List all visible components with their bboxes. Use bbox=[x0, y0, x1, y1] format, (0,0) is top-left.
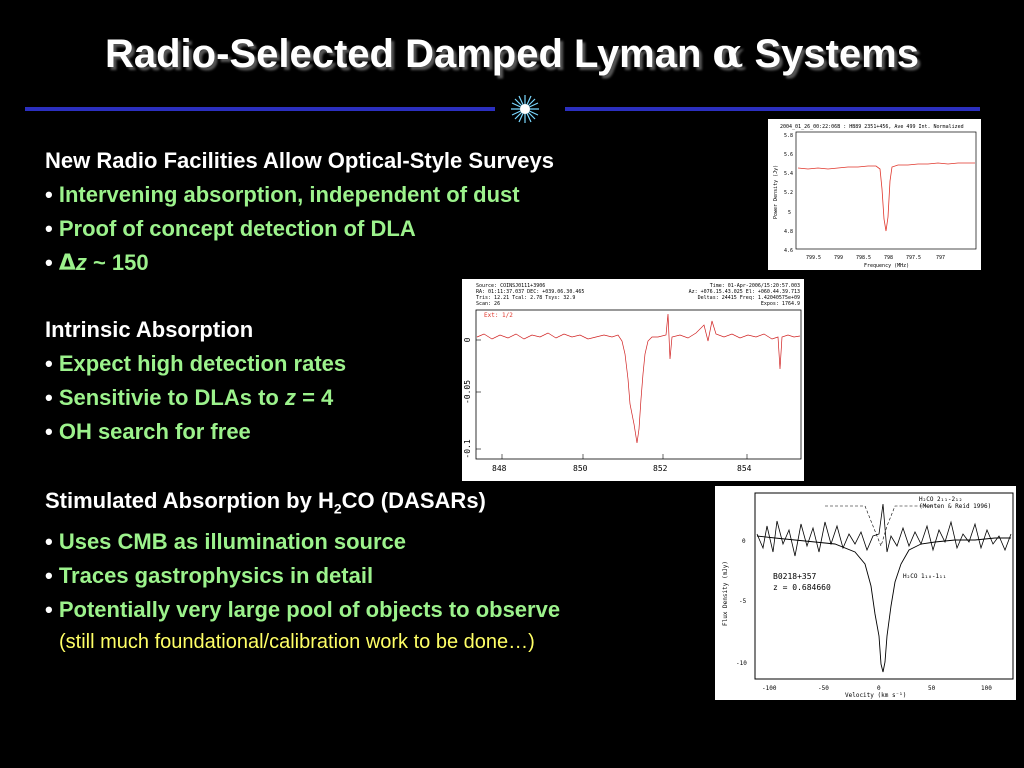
fig2-info-left: Source: COINSJ0111+3906 bbox=[476, 283, 545, 289]
section3-heading: Stimulated Absorption by H2CO (DASARs) bbox=[45, 488, 486, 517]
fig3-fit-dashed bbox=[825, 505, 935, 547]
slide-title: Radio-Selected Damped Lyman α Systems bbox=[0, 30, 1024, 77]
fig3-ytick: -10 bbox=[736, 660, 747, 667]
starburst-icon bbox=[511, 95, 539, 123]
fig2-info-left: RA: 01:11:37.037 DEC: +039.06.30.465 bbox=[476, 289, 584, 295]
fig2-xtick: 848 bbox=[492, 464, 507, 473]
fig2-ytick: -0.1 bbox=[463, 439, 472, 458]
fig3-ytick: -5 bbox=[739, 598, 747, 605]
fig2-xtick: 854 bbox=[737, 464, 752, 473]
fig3-xlabel: Velocity (km s⁻¹) bbox=[845, 692, 906, 699]
section2-item-1: • Expect high detection rates bbox=[45, 351, 347, 376]
fig1-ytick: 5.4 bbox=[784, 171, 793, 177]
fig3-legend1-ref: (Menten & Reid 1996) bbox=[919, 503, 991, 510]
fig3-plot-frame bbox=[754, 492, 1014, 680]
section3-item-3: • Potentially very large pool of objects… bbox=[45, 597, 561, 623]
fig3-legend1: H₂CO 2₁₁-2₁₂ bbox=[919, 496, 962, 503]
fig2-xtick: 852 bbox=[653, 464, 668, 473]
fig2-ytick: 0 bbox=[463, 337, 472, 342]
title-text-pre: Radio-Selected Damped Lyman bbox=[104, 32, 713, 76]
fig1-plot-frame bbox=[795, 131, 977, 250]
fig2-ytick: -0.05 bbox=[463, 380, 472, 404]
fig2-info-right: Expos: 1764.9 bbox=[761, 301, 800, 307]
fig1-header: 2004_01_26_00:22:06B : HB89 2351+456, Av… bbox=[780, 124, 964, 130]
fig1-ytick: 5.6 bbox=[784, 152, 793, 158]
fig3-source: B0218+357 bbox=[773, 572, 817, 581]
section2-heading: Intrinsic Absorption bbox=[45, 317, 254, 342]
fig1-ytick: 4.6 bbox=[784, 248, 793, 254]
section3-item-1: • Uses CMB as illumination source bbox=[45, 529, 407, 555]
fig1-spectrum-trace bbox=[797, 162, 975, 232]
fig2-plot-frame bbox=[475, 309, 802, 460]
fig1-xtick: 799.5 bbox=[806, 255, 821, 261]
fig3-ytick: 0 bbox=[742, 538, 746, 545]
fig2-info-left: Tris: 12.21 Tcal: 2.78 Tsys: 32.9 bbox=[476, 295, 575, 301]
fig1-ylabel: Power Density (Jy) bbox=[773, 165, 779, 219]
fig1-xtick: 799 bbox=[834, 255, 843, 261]
fig2-info-left: Scan: 26 bbox=[476, 301, 500, 307]
fig1-ytick: 5.8 bbox=[784, 133, 793, 139]
fig3-h2co-110-trace bbox=[756, 535, 1011, 673]
section1-item-1: • Intervening absorption, independent of… bbox=[45, 182, 520, 207]
fig2-xtick: 850 bbox=[573, 464, 588, 473]
figure-hb89-spectrum: 2004_01_26_00:22:06B : HB89 2351+456, Av… bbox=[768, 119, 981, 270]
fig1-ytick: 5 bbox=[788, 210, 791, 216]
fig3-xtick: 0 bbox=[877, 685, 881, 692]
title-divider-right bbox=[565, 107, 980, 111]
title-alpha: α bbox=[712, 30, 744, 77]
fig1-xtick: 797 bbox=[936, 255, 945, 261]
figure-coins-spectrum: Source: COINSJ0111+3906 RA: 01:11:37.037… bbox=[462, 279, 804, 481]
fig3-h2co-212-trace bbox=[756, 503, 1012, 557]
section2-item-2: • Sensitivie to DLAs to z = 4 bbox=[45, 385, 334, 410]
fig3-ylabel: Flux Density (mJy) bbox=[722, 561, 729, 626]
section2-item-3: • OH search for free bbox=[45, 419, 251, 444]
section1-item-3: • Δz ~ 150 bbox=[45, 250, 149, 276]
section1-item-2: • Proof of concept detection of DLA bbox=[45, 216, 416, 241]
title-divider-left bbox=[25, 107, 495, 111]
fig2-info-right: Az: +076.15.43.025 El: +060.44.39.713 bbox=[689, 289, 800, 295]
fig1-xtick: 797.5 bbox=[906, 255, 921, 261]
section3-note: (still much foundational/calibration wor… bbox=[59, 631, 535, 654]
fig2-spectrum-trace bbox=[476, 313, 801, 444]
fig3-xtick: -100 bbox=[762, 685, 777, 692]
fig1-ytick: 4.8 bbox=[784, 229, 793, 235]
fig1-xtick: 798.5 bbox=[856, 255, 871, 261]
fig3-xtick: -50 bbox=[818, 685, 829, 692]
title-text-post: Systems bbox=[743, 32, 919, 76]
fig3-redshift: z = 0.684660 bbox=[773, 583, 831, 592]
section-new-facilities: New Radio Facilities Allow Optical-Style… bbox=[45, 144, 554, 281]
fig1-xtick: 798 bbox=[884, 255, 893, 261]
section-intrinsic-absorption: Intrinsic Absorption • Expect high detec… bbox=[45, 313, 346, 449]
fig3-legend2: H₂CO 1₁₀-1₁₁ bbox=[903, 573, 946, 580]
section-stimulated-absorption: Stimulated Absorption by H2CO (DASARs) •… bbox=[45, 484, 560, 657]
fig3-xtick: 100 bbox=[981, 685, 992, 692]
fig3-xtick: 50 bbox=[928, 685, 936, 692]
fig1-ytick: 5.2 bbox=[784, 190, 793, 196]
fig2-info-right: Deltas: 24415 Freq: 1.42040575e+09 bbox=[698, 295, 800, 301]
section3-item-2: • Traces gastrophysics in detail bbox=[45, 563, 374, 589]
fig1-xlabel: Frequency (MHz) bbox=[864, 263, 909, 269]
section1-heading: New Radio Facilities Allow Optical-Style… bbox=[45, 148, 555, 173]
fig2-info-right: Time: 01-Apr-2006/15:20:57.003 bbox=[710, 283, 800, 289]
figure-b0218-h2co: H₂CO 2₁₁-2₁₂ (Menten & Reid 1996) B0218+… bbox=[715, 486, 1016, 700]
fig2-label: Ext: 1/2 bbox=[484, 312, 513, 319]
